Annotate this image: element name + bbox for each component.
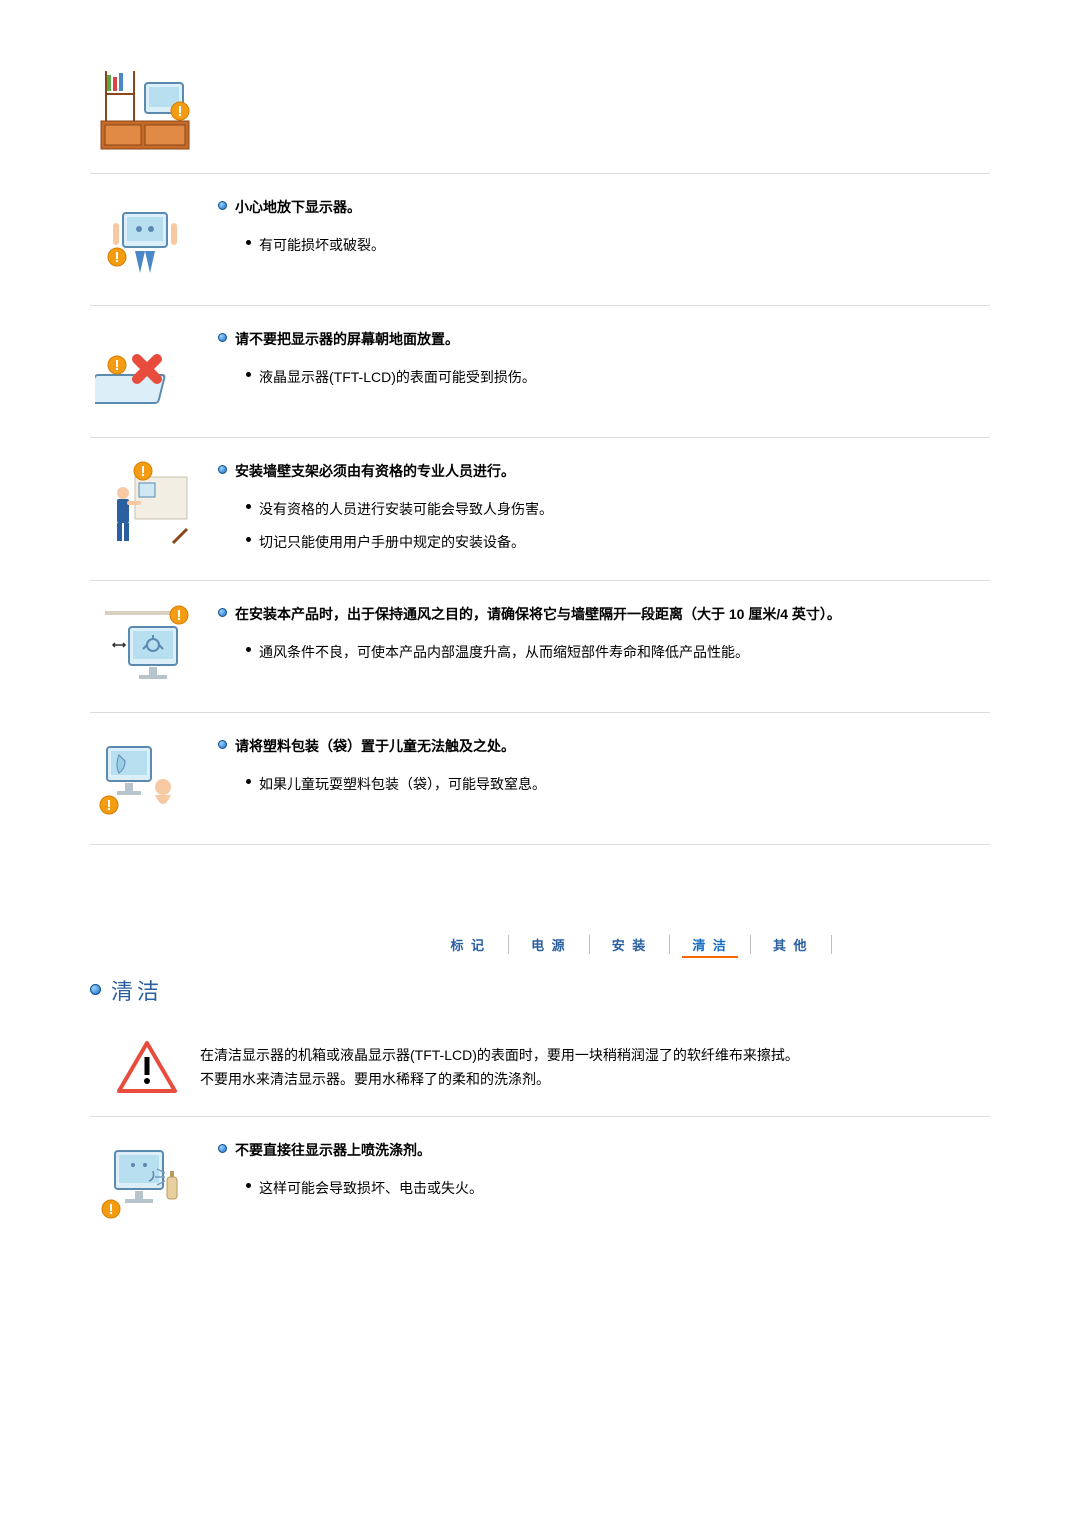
subitem: 这样可能会导致损坏、电击或失火。 xyxy=(246,1175,990,1202)
subitem-text: 液晶显示器(TFT-LCD)的表面可能受到损伤。 xyxy=(259,364,536,391)
dot-icon xyxy=(246,504,251,509)
heading-text: 请不要把显示器的屏幕朝地面放置。 xyxy=(235,328,459,350)
safety-section-ventilation: 在安装本产品时，出于保持通风之目的，请确保将它与墙壁隔开一段距离（大于 10 厘… xyxy=(90,581,990,713)
subitem: 没有资格的人员进行安装可能会导致人身伤害。 xyxy=(246,496,990,523)
heading: 不要直接往显示器上喷洗涤剂。 xyxy=(218,1139,990,1161)
nav-tab-clean[interactable]: 清 洁 xyxy=(670,935,751,954)
subitem: 切记只能使用用户手册中规定的安装设备。 xyxy=(246,529,990,556)
nav-tab-power[interactable]: 电 源 xyxy=(509,935,590,954)
section-nav: 标 记 电 源 安 装 清 洁 其 他 xyxy=(90,935,990,954)
dot-icon xyxy=(246,240,251,245)
safety-section-wallmount: 安装墙壁支架必须由有资格的专业人员进行。 没有资格的人员进行安装可能会导致人身伤… xyxy=(90,438,990,581)
subitem-text: 没有资格的人员进行安装可能会导致人身伤害。 xyxy=(259,496,553,523)
clean-intro-row: 在清洁显示器的机箱或液晶显示器(TFT-LCD)的表面时，要用一块稍稍润湿了的软… xyxy=(90,1020,990,1117)
place-monitor-icon xyxy=(90,192,200,287)
subitem-text: 如果儿童玩耍塑料包装（袋），可能导致窒息。 xyxy=(259,771,546,798)
subitem-text: 通风条件不良，可使本产品内部温度升高，从而缩短部件寿命和降低产品性能。 xyxy=(259,639,749,666)
safety-section-facedown: 请不要把显示器的屏幕朝地面放置。 液晶显示器(TFT-LCD)的表面可能受到损伤… xyxy=(90,306,990,438)
bullet-icon xyxy=(218,465,227,474)
intro-illustration-row xyxy=(90,60,990,174)
heading-text: 在安装本产品时，出于保持通风之目的，请确保将它与墙壁隔开一段距离（大于 10 厘… xyxy=(235,603,841,625)
spray-monitor-icon xyxy=(90,1135,200,1230)
nav-tab-marks[interactable]: 标 记 xyxy=(428,935,509,954)
section-title-row: 清洁 xyxy=(90,974,990,1006)
bullet-icon xyxy=(218,740,227,749)
bullet-icon xyxy=(218,333,227,342)
heading-text: 小心地放下显示器。 xyxy=(235,196,361,218)
bullet-icon xyxy=(218,1144,227,1153)
child-bag-icon xyxy=(90,731,200,826)
subitem-text: 切记只能使用用户手册中规定的安装设备。 xyxy=(259,529,525,556)
heading: 小心地放下显示器。 xyxy=(218,196,990,218)
subitem-text: 这样可能会导致损坏、电击或失火。 xyxy=(259,1175,483,1202)
heading-text: 请将塑料包装（袋）置于儿童无法触及之处。 xyxy=(235,735,515,757)
nav-tab-install[interactable]: 安 装 xyxy=(590,935,671,954)
shelf-monitor-icon xyxy=(90,60,200,155)
intro-line1: 在清洁显示器的机箱或液晶显示器(TFT-LCD)的表面时，要用一块稍稍润湿了的软… xyxy=(200,1044,990,1068)
safety-section-plastic-bag: 请将塑料包装（袋）置于儿童无法触及之处。 如果儿童玩耍塑料包装（袋），可能导致窒… xyxy=(90,713,990,845)
clean-intro-text: 在清洁显示器的机箱或液晶显示器(TFT-LCD)的表面时，要用一块稍稍润湿了的软… xyxy=(200,1044,990,1092)
heading: 安装墙壁支架必须由有资格的专业人员进行。 xyxy=(218,460,990,482)
bullet-icon xyxy=(218,608,227,617)
subitem: 液晶显示器(TFT-LCD)的表面可能受到损伤。 xyxy=(246,364,990,391)
nav-tab-other[interactable]: 其 他 xyxy=(751,935,832,954)
facedown-monitor-icon xyxy=(90,324,200,419)
dot-icon xyxy=(246,647,251,652)
bullet-icon xyxy=(218,201,227,210)
safety-section-place-carefully: 小心地放下显示器。 有可能损坏或破裂。 xyxy=(90,174,990,306)
heading: 请将塑料包装（袋）置于儿童无法触及之处。 xyxy=(218,735,990,757)
dot-icon xyxy=(246,779,251,784)
subitem: 通风条件不良，可使本产品内部温度升高，从而缩短部件寿命和降低产品性能。 xyxy=(246,639,990,666)
subitem-text: 有可能损坏或破裂。 xyxy=(259,232,385,259)
subitem: 有可能损坏或破裂。 xyxy=(246,232,990,259)
wallmount-installer-icon xyxy=(90,456,200,551)
intro-line2: 不要用水来清洁显示器。要用水稀释了的柔和的洗涤剂。 xyxy=(200,1068,990,1092)
ventilation-gap-icon xyxy=(90,599,200,694)
section-title-text: 清洁 xyxy=(111,974,163,1006)
heading-text: 安装墙壁支架必须由有资格的专业人员进行。 xyxy=(235,460,515,482)
heading: 在安装本产品时，出于保持通风之目的，请确保将它与墙壁隔开一段距离（大于 10 厘… xyxy=(218,603,990,625)
heading-text: 不要直接往显示器上喷洗涤剂。 xyxy=(235,1139,431,1161)
warning-triangle-icon xyxy=(112,1038,182,1098)
heading: 请不要把显示器的屏幕朝地面放置。 xyxy=(218,328,990,350)
spacer xyxy=(90,845,990,905)
dot-icon xyxy=(246,1183,251,1188)
clean-section-spray: 不要直接往显示器上喷洗涤剂。 这样可能会导致损坏、电击或失火。 xyxy=(90,1117,990,1248)
dot-icon xyxy=(246,537,251,542)
dot-icon xyxy=(246,372,251,377)
subitem: 如果儿童玩耍塑料包装（袋），可能导致窒息。 xyxy=(246,771,990,798)
section-title-bullet-icon xyxy=(90,984,101,995)
